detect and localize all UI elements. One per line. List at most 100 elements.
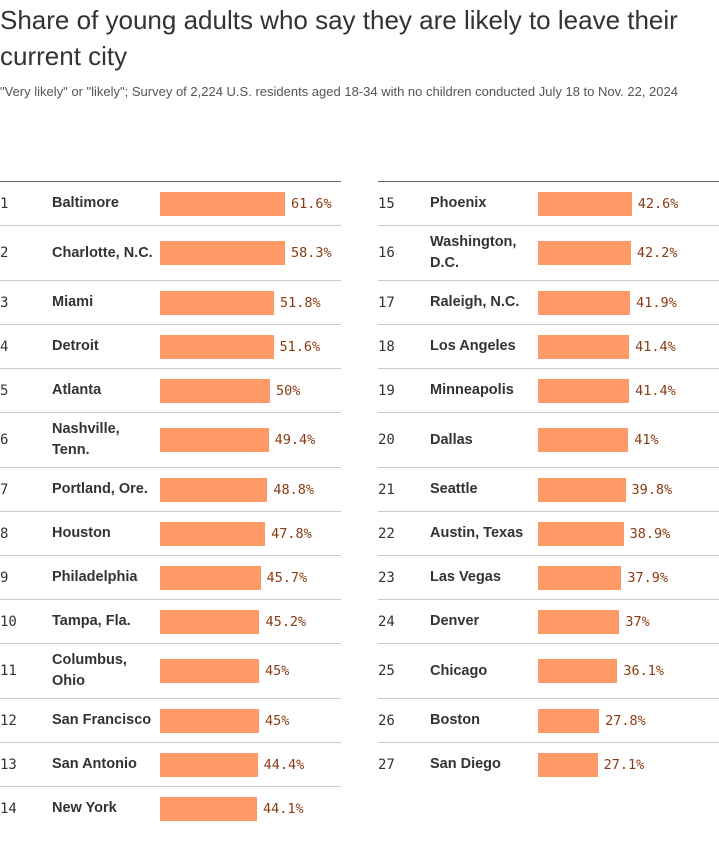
bar	[160, 796, 258, 821]
bar	[160, 565, 261, 590]
city-label: Philadelphia	[52, 569, 138, 585]
table-row: 17 Raleigh, N.C. 41.9%	[378, 280, 719, 324]
table-row: 24 Denver 37%	[378, 599, 719, 643]
city-label: Charlotte, N.C.	[52, 244, 153, 261]
city-label: Dallas	[430, 431, 473, 448]
value-label: 45.7%	[266, 569, 308, 586]
value-label: 48.8%	[273, 481, 314, 498]
table-row: 14 New York 44.1%	[0, 786, 341, 830]
bar-container: 36.1%	[538, 659, 719, 683]
rank-label: 10	[0, 613, 17, 630]
city-label: Washington, D.C.	[430, 234, 517, 271]
bar-container: 50%	[160, 378, 341, 403]
bar-container: 51.6%	[160, 334, 341, 359]
value-label: 41.4%	[635, 338, 676, 355]
rank-label: 23	[378, 569, 395, 586]
table-row: 25 Chicago 36.1%	[378, 643, 719, 698]
city-label: Chicago	[430, 662, 488, 679]
table-row: 23 Las Vegas 37.9%	[378, 555, 719, 599]
ranked-bar-table: 1 Baltimore 61.6% 15 Phoenix 42.6% 2 Charlotte,…	[0, 181, 719, 830]
bar-container: 45.2%	[160, 609, 341, 634]
table-row: 19 Minneapolis 41.4%	[378, 368, 719, 412]
bar	[160, 609, 260, 634]
bar-container: 27.8%	[538, 708, 719, 733]
chart-title: Share of young adults who say they are l…	[0, 5, 678, 71]
table-row: 10 Tampa, Fla. 45.2%	[0, 599, 341, 643]
rank-label: 27	[378, 756, 395, 773]
bar-container: 45%	[160, 708, 341, 733]
bar-container: 41%	[538, 428, 719, 452]
bar	[160, 241, 285, 265]
city-label: San Diego	[430, 756, 501, 772]
table-row: 3 Miami 51.8%	[0, 280, 341, 324]
rank-label: 11	[0, 663, 17, 679]
city-label: Boston	[430, 712, 480, 728]
rank-label: 24	[378, 613, 395, 630]
city-label: Portland, Ore.	[52, 481, 148, 497]
value-label: 27.1%	[603, 756, 645, 773]
rank-label: 15	[378, 195, 395, 212]
rank-label: 25	[378, 663, 395, 679]
bar	[538, 565, 622, 590]
city-label: Columbus, Ohio	[52, 652, 127, 689]
rank-label: 5	[0, 382, 9, 399]
bar-container: 38.9%	[538, 521, 719, 546]
city-label: Seattle	[430, 481, 478, 497]
table-row: 21 Seattle 39.8%	[378, 467, 719, 511]
city-label: Houston	[52, 525, 111, 541]
city-label: Austin, Texas	[430, 525, 524, 541]
bar-container: 41.9%	[538, 290, 719, 315]
bar	[160, 752, 258, 777]
rank-label: 19	[378, 382, 395, 399]
city-label: Minneapolis	[430, 382, 514, 398]
bar	[538, 521, 624, 546]
city-label: Raleigh, N.C.	[430, 294, 520, 310]
bar-container: 42.2%	[538, 241, 719, 265]
rank-label: 20	[378, 432, 395, 448]
bar	[160, 290, 274, 315]
city-label: Baltimore	[52, 195, 119, 211]
bar-container: 47.8%	[160, 521, 341, 546]
bar	[538, 708, 600, 733]
table-row: 7 Portland, Ore. 48.8%	[0, 467, 341, 511]
value-label: 58.3%	[291, 245, 332, 261]
rank-label: 21	[378, 481, 395, 498]
table-row: 13 San Antonio 44.4%	[0, 742, 341, 786]
bar	[160, 378, 270, 403]
table-row: 26 Boston 27.8%	[378, 698, 719, 742]
value-label: 45.2%	[265, 613, 307, 630]
bar-container: 48.8%	[160, 477, 341, 502]
value-label: 44.4%	[263, 756, 305, 773]
value-label: 36.1%	[623, 663, 665, 679]
rank-label: 8	[0, 525, 9, 542]
bar	[538, 609, 620, 634]
empty-cell	[378, 786, 719, 830]
city-label: Phoenix	[430, 195, 487, 211]
value-label: 45%	[265, 663, 290, 679]
bar-container: 41.4%	[538, 334, 719, 359]
city-label: Atlanta	[52, 382, 102, 398]
value-label: 37.9%	[627, 569, 669, 586]
city-label: San Antonio	[52, 756, 137, 772]
chart-subtitle: "Very likely" or "likely"; Survey of 2,2…	[0, 84, 678, 99]
table-row: 1 Baltimore 61.6%	[0, 181, 341, 225]
city-label: Miami	[52, 294, 94, 310]
value-label: 45%	[265, 712, 290, 729]
rank-label: 14	[0, 800, 17, 817]
value-label: 42.6%	[637, 195, 679, 212]
city-label: Detroit	[52, 338, 99, 354]
rank-label: 7	[0, 481, 9, 498]
bar	[538, 752, 598, 777]
bar	[538, 334, 630, 359]
value-label: 61.6%	[291, 195, 332, 212]
value-label: 51.8%	[279, 294, 321, 311]
bar-container: 44.1%	[160, 796, 341, 821]
bar-container: 41.4%	[538, 378, 719, 403]
bar	[538, 290, 631, 315]
bar-container: 61.6%	[160, 191, 341, 216]
rank-label: 1	[0, 195, 9, 212]
rank-label: 9	[0, 569, 9, 586]
table-row: 12 San Francisco 45%	[0, 698, 341, 742]
table-row: 16 Washington, D.C. 42.2%	[378, 225, 719, 280]
bar-container: 44.4%	[160, 752, 341, 777]
